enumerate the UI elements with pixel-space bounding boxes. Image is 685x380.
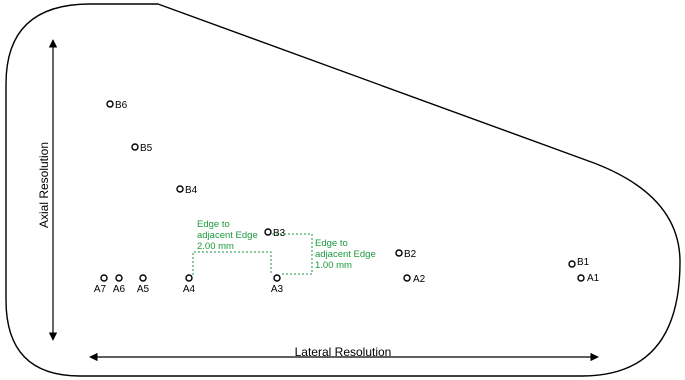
point-a7: [100, 274, 108, 282]
point-b2: [395, 249, 403, 257]
label-b3: B3: [273, 228, 286, 239]
label-a7: A7: [94, 284, 107, 295]
point-b3: [264, 228, 272, 236]
phantom-outline: [5, 3, 681, 377]
label-b6: B6: [115, 100, 128, 111]
point-a1: [577, 274, 585, 282]
point-a5: [139, 274, 147, 282]
label-b5: B5: [140, 143, 153, 154]
label-a2: A2: [413, 274, 426, 285]
lateral-spacing-bracket: [192, 251, 272, 275]
label-a6: A6: [113, 284, 126, 295]
point-a2: [403, 274, 411, 282]
point-a4: [185, 274, 193, 282]
axial-axis-label: Axial Resolution: [37, 142, 51, 228]
axial-spacing-annotation: Edge to adjacent Edge 1.00 mm: [315, 238, 378, 271]
point-a3: [273, 274, 281, 282]
label-b2: B2: [404, 249, 417, 260]
label-a1: A1: [587, 273, 600, 284]
point-b1: [568, 260, 576, 268]
label-b1: B1: [577, 257, 590, 268]
lateral-spacing-annotation: Edge to adjacent Edge 2.00 mm: [197, 219, 260, 252]
label-a3: A3: [271, 284, 284, 295]
axial-spacing-bracket: [272, 233, 313, 275]
label-a4: A4: [183, 284, 196, 295]
lateral-axis-label: Lateral Resolution: [295, 345, 392, 359]
point-b5: [131, 143, 139, 151]
point-b4: [176, 185, 184, 193]
point-b6: [106, 100, 114, 108]
label-b4: B4: [185, 185, 198, 196]
label-a5: A5: [137, 284, 150, 295]
point-a6: [115, 274, 123, 282]
